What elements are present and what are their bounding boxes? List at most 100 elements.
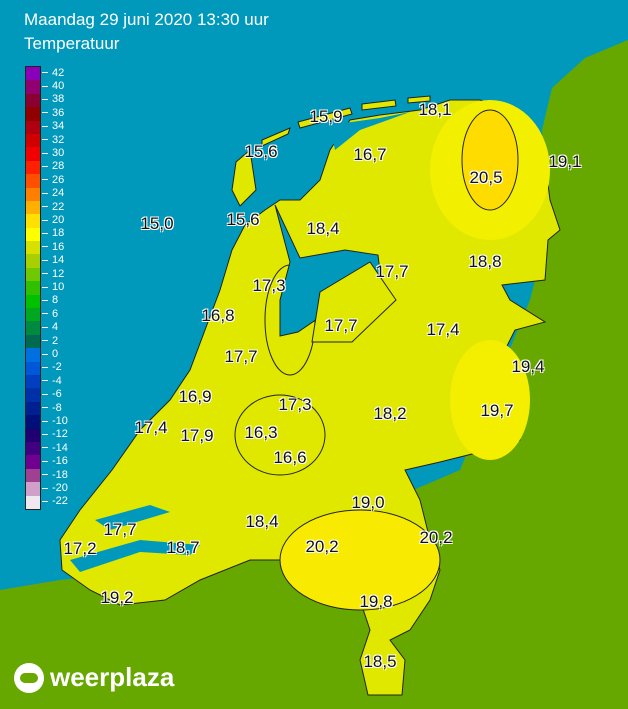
temperature-label: 19,4 — [511, 357, 545, 376]
zeeland-water-2 — [95, 505, 170, 530]
legend-band — [26, 200, 40, 215]
temperature-label: 18,2 — [373, 404, 407, 423]
temperature-label: 17,4 — [426, 320, 460, 339]
legend-band — [26, 227, 40, 242]
legend-tick-label: 18 — [42, 228, 64, 239]
legend-band — [26, 482, 40, 496]
temperature-label: 20,2 — [305, 537, 339, 556]
temperature-label: 19,7 — [480, 401, 514, 420]
temperature-label: 19,8 — [359, 592, 393, 611]
weerplaza-cloud-icon — [14, 662, 44, 693]
temperature-label: 18,8 — [468, 252, 502, 271]
legend-band — [26, 415, 40, 429]
legend-band — [26, 241, 40, 255]
legend-band — [26, 107, 40, 121]
temperature-label: 17,7 — [324, 316, 358, 335]
legend-tick-label: 40 — [42, 81, 64, 92]
map-subtitle: Temperatuur — [24, 34, 120, 53]
legend-band — [26, 120, 40, 134]
legend-tick-label: -2 — [42, 362, 62, 373]
temperature-label: 17,7 — [103, 520, 137, 539]
temperature-label: 18,4 — [245, 512, 279, 531]
legend-tick-label: 42 — [42, 67, 64, 79]
island-terschelling — [297, 107, 353, 129]
island-schiermonnikoog — [407, 95, 431, 104]
temperature-legend-bar — [25, 66, 41, 510]
legend-tick-label: 12 — [42, 268, 64, 280]
temperature-label: 15,6 — [226, 210, 260, 229]
warm-zone-south — [279, 509, 441, 611]
legend-tick-label: 20 — [42, 215, 64, 226]
legend-tick-label: 30 — [42, 148, 64, 159]
temperature-label: 19,1 — [548, 152, 582, 171]
legend-band — [26, 321, 40, 335]
legend-band — [26, 308, 40, 322]
legend-band — [26, 428, 40, 442]
hot-zone — [461, 109, 519, 211]
legend-tick-label: -6 — [42, 389, 62, 400]
wadden-sea — [330, 112, 410, 150]
temperature-label: 19,2 — [100, 588, 134, 607]
legend-band — [26, 133, 40, 148]
legend-tick-label: 36 — [42, 107, 64, 119]
legend-tick-label: 28 — [42, 161, 64, 172]
legend-band — [26, 294, 40, 309]
legend-tick-label: -14 — [42, 442, 68, 454]
temperature-label: 15,9 — [309, 107, 343, 126]
legend-band — [26, 334, 40, 349]
foreign-land — [0, 40, 628, 709]
legend-band — [26, 214, 40, 228]
legend-tick-label: -8 — [42, 402, 62, 414]
temperature-label: 17,9 — [180, 426, 214, 445]
legend-band — [26, 281, 40, 295]
legend-tick-label: -10 — [42, 415, 68, 427]
temperature-label: 16,9 — [178, 387, 212, 406]
temperature-label: 18,5 — [363, 652, 397, 671]
legend-tick-label: 8 — [42, 295, 58, 306]
legend-tick-label: -4 — [42, 375, 62, 387]
weerplaza-logo: weerplaza — [14, 662, 174, 693]
temperature-label: 16,8 — [201, 306, 235, 325]
legend-tick-label: 24 — [42, 188, 64, 199]
legend-band — [26, 348, 40, 362]
legend-tick-label: 38 — [42, 94, 64, 105]
legend-tick-label: -16 — [42, 456, 68, 467]
temperature-label: 15,6 — [244, 142, 278, 161]
legend-tick-label: -20 — [42, 482, 68, 494]
island-ameland — [361, 99, 397, 111]
legend-band — [26, 160, 40, 175]
map-title: Maandag 29 juni 2020 13:30 uur — [24, 10, 269, 29]
temperature-label: 16,7 — [353, 145, 387, 164]
legend-tick-label: 4 — [42, 322, 58, 333]
temperature-label: 17,7 — [375, 262, 409, 281]
legend-tick-label: -22 — [42, 496, 68, 507]
island-vlieland — [261, 127, 291, 147]
legend-band — [26, 401, 40, 416]
legend-tick-label: 34 — [42, 121, 64, 132]
legend-band — [26, 147, 40, 161]
temperature-label: 19,0 — [351, 493, 385, 512]
cool-zone-2 — [234, 394, 326, 476]
legend-tick-label: 0 — [42, 348, 58, 360]
legend-tick-label: 22 — [42, 201, 64, 213]
legend-tick-label: -12 — [42, 429, 68, 440]
temperature-label: 17,4 — [134, 418, 168, 437]
legend-band — [26, 455, 40, 469]
temperature-label: 17,7 — [224, 347, 258, 366]
legend-tick-label: -18 — [42, 469, 68, 481]
legend-band — [26, 67, 40, 81]
legend-tick-label: 16 — [42, 241, 64, 253]
legend-band — [26, 495, 40, 509]
temperature-label: 18,7 — [166, 538, 200, 557]
temperature-label: 16,6 — [273, 448, 307, 467]
flevoland — [311, 261, 397, 343]
temperature-label: 15,0 — [140, 214, 174, 233]
legend-tick-label: 6 — [42, 308, 58, 320]
legend-band — [26, 93, 40, 108]
legend-band — [26, 80, 40, 94]
temperature-label: 18,4 — [306, 219, 340, 238]
island-texel — [231, 149, 257, 207]
temperature-label: 17,3 — [252, 276, 286, 295]
warm-zone-east — [450, 340, 530, 460]
